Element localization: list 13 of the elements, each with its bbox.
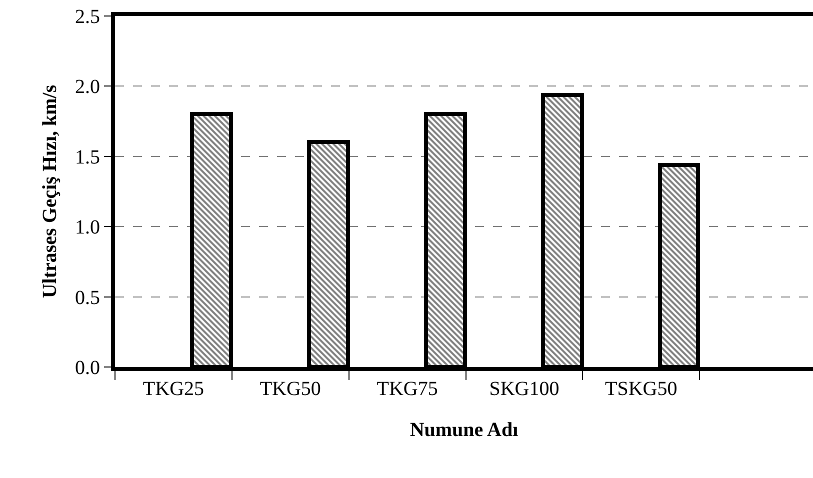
- y-tick-label: 2.0: [75, 76, 100, 98]
- y-tick-label: 2.5: [75, 6, 100, 28]
- x-tick-label: TKG50: [260, 378, 321, 400]
- y-axis-title: Ultrases Geçiş Hızı, km/s: [39, 84, 61, 298]
- y-tick-label: 1.5: [75, 146, 100, 168]
- x-tick-label: SKG100: [489, 378, 560, 400]
- y-tick-label: 1.0: [75, 216, 100, 239]
- x-axis-title: Numune Adı: [410, 419, 519, 441]
- y-tick-label: 0.5: [75, 286, 100, 309]
- x-tick-label: TSKG50: [605, 378, 678, 400]
- x-tick-label: TKG75: [376, 378, 438, 400]
- x-tick-label: TKG25: [142, 378, 204, 400]
- y-tick-label: 0.0: [75, 357, 100, 379]
